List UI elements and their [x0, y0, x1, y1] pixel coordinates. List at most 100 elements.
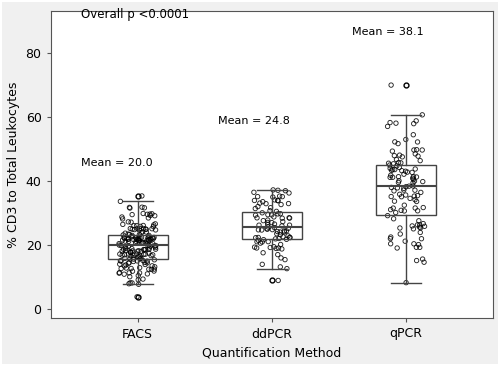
Point: [136, 225, 143, 231]
Point: [122, 248, 130, 254]
Point: [420, 223, 428, 229]
Point: [419, 205, 427, 210]
Point: [284, 233, 292, 239]
Point: [139, 257, 147, 263]
Point: [139, 276, 147, 282]
Point: [130, 256, 138, 262]
Point: [394, 180, 402, 186]
Point: [416, 225, 424, 231]
Point: [282, 228, 290, 234]
Point: [400, 187, 408, 193]
Point: [274, 198, 282, 204]
Point: [411, 166, 419, 172]
Point: [120, 271, 128, 277]
Point: [273, 231, 281, 237]
Point: [136, 265, 143, 270]
Point: [126, 205, 134, 210]
Point: [130, 223, 138, 229]
Point: [280, 228, 288, 234]
Point: [398, 168, 406, 173]
Point: [138, 240, 146, 246]
Point: [412, 147, 420, 153]
Point: [116, 270, 124, 276]
Point: [276, 242, 284, 247]
Point: [135, 254, 143, 260]
Point: [264, 217, 272, 223]
Point: [144, 215, 152, 221]
X-axis label: Quantification Method: Quantification Method: [202, 346, 342, 359]
Point: [278, 223, 286, 229]
Point: [412, 151, 420, 157]
Point: [117, 258, 125, 264]
Point: [134, 277, 142, 283]
Point: [408, 169, 416, 175]
Point: [126, 205, 134, 211]
Point: [118, 216, 126, 222]
Point: [250, 198, 258, 203]
Point: [405, 183, 413, 189]
Point: [410, 176, 418, 182]
Point: [402, 168, 409, 174]
Point: [140, 251, 148, 257]
Point: [151, 213, 159, 219]
Point: [152, 221, 160, 227]
Point: [394, 185, 402, 191]
Point: [420, 259, 428, 265]
Point: [134, 235, 142, 241]
Point: [152, 243, 160, 249]
Point: [132, 223, 140, 228]
Point: [387, 82, 395, 88]
Point: [384, 160, 392, 166]
Point: [120, 252, 128, 258]
Point: [280, 229, 288, 235]
Point: [274, 187, 282, 193]
Point: [410, 132, 418, 138]
Point: [136, 223, 144, 229]
Point: [278, 246, 286, 252]
Point: [276, 193, 283, 199]
Point: [136, 270, 143, 276]
Point: [143, 258, 151, 264]
Point: [418, 147, 426, 153]
Point: [130, 253, 138, 258]
Point: [270, 225, 278, 231]
Point: [389, 205, 397, 211]
Text: Mean = 20.0: Mean = 20.0: [82, 158, 153, 168]
Y-axis label: % CD3 to Total Leukocytes: % CD3 to Total Leukocytes: [7, 82, 20, 248]
Point: [124, 236, 132, 242]
Point: [387, 234, 395, 240]
Point: [137, 255, 145, 261]
Point: [284, 201, 292, 206]
Point: [133, 294, 141, 300]
Point: [126, 250, 134, 255]
Point: [263, 226, 271, 232]
Point: [414, 222, 422, 228]
Point: [252, 206, 260, 212]
Point: [270, 214, 278, 220]
Point: [146, 236, 154, 242]
Point: [128, 212, 136, 217]
Point: [411, 205, 419, 211]
Point: [256, 200, 264, 206]
Point: [286, 215, 294, 221]
Point: [283, 266, 291, 272]
Point: [130, 258, 138, 264]
Point: [402, 280, 410, 285]
Point: [266, 244, 274, 250]
Point: [124, 236, 132, 242]
Point: [282, 236, 290, 242]
Point: [402, 137, 410, 142]
Point: [150, 264, 158, 270]
Point: [134, 248, 141, 254]
Point: [412, 199, 420, 205]
Point: [145, 238, 153, 243]
Point: [124, 231, 132, 237]
Point: [412, 174, 420, 180]
Point: [144, 260, 152, 266]
Point: [259, 250, 267, 256]
Point: [398, 154, 406, 160]
Point: [410, 147, 418, 153]
Point: [130, 237, 138, 243]
Point: [400, 186, 408, 191]
Point: [134, 226, 141, 232]
